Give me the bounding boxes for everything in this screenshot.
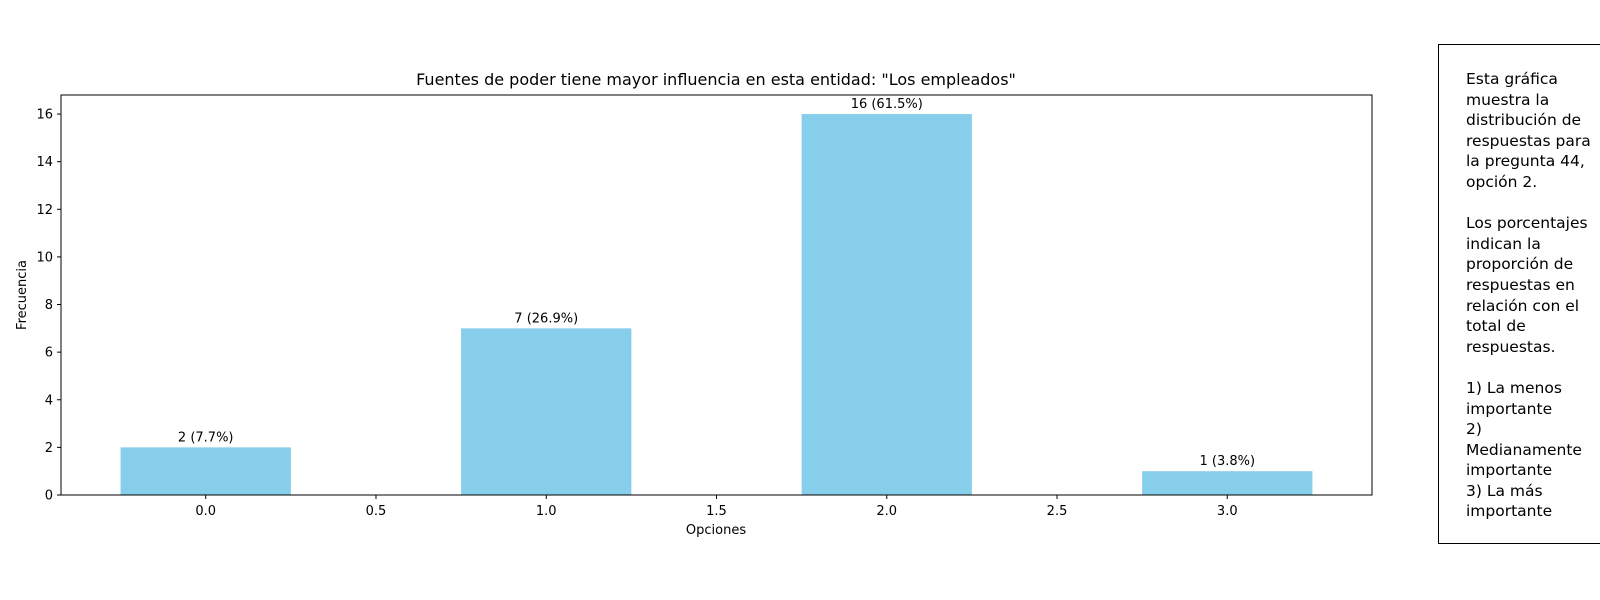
plot-frame: [60, 94, 1373, 496]
x-tick-label-1: 0.5: [366, 504, 387, 519]
bar-2: [801, 114, 972, 496]
y-tick-label-0: 0: [45, 489, 53, 504]
y-tick-label-7: 14: [36, 155, 53, 170]
y-tick-label-4: 8: [45, 298, 53, 313]
y-tick-label-8: 16: [36, 108, 53, 123]
note-paragraph-1: Esta gráfica muestra la distribución de …: [1466, 70, 1591, 191]
x-tick-label-0: 0.0: [195, 504, 216, 519]
x-tick-label-5: 2.5: [1047, 504, 1068, 519]
y-tick-label-1: 2: [45, 441, 53, 456]
y-tick-label-6: 12: [36, 203, 53, 218]
x-tick-label-6: 3.0: [1217, 504, 1238, 519]
bar-0: [120, 447, 291, 495]
bar-1: [461, 328, 632, 495]
bar-chart: Fuentes de poder tiene mayor influencia …: [15, 70, 1373, 538]
chart-title: Fuentes de poder tiene mayor influencia …: [416, 70, 1016, 89]
x-tick-label-3: 1.5: [706, 504, 727, 519]
note-paragraph-2: Los porcentajes indican la proporción de…: [1466, 214, 1588, 356]
explanation-note: Esta gráfica muestra la distribución de …: [1438, 44, 1600, 544]
y-tick-label-3: 6: [45, 346, 53, 361]
note-paragraph-3: 1) La menos importante 2) Medianamente i…: [1466, 378, 1582, 521]
y-tick-label-2: 4: [45, 393, 53, 408]
y-axis-label: Frecuencia: [15, 260, 30, 330]
bar-label-3: 1 (3.8%): [1199, 454, 1255, 469]
bar-label-1: 7 (26.9%): [514, 311, 578, 326]
bar-3: [1142, 471, 1313, 495]
x-tick-label-2: 1.0: [536, 504, 557, 519]
bar-label-0: 2 (7.7%): [178, 430, 234, 445]
y-tick-label-5: 10: [36, 250, 53, 265]
bar-label-2: 16 (61.5%): [851, 97, 923, 112]
x-tick-label-4: 2.0: [876, 504, 897, 519]
x-axis-label: Opciones: [686, 523, 746, 538]
